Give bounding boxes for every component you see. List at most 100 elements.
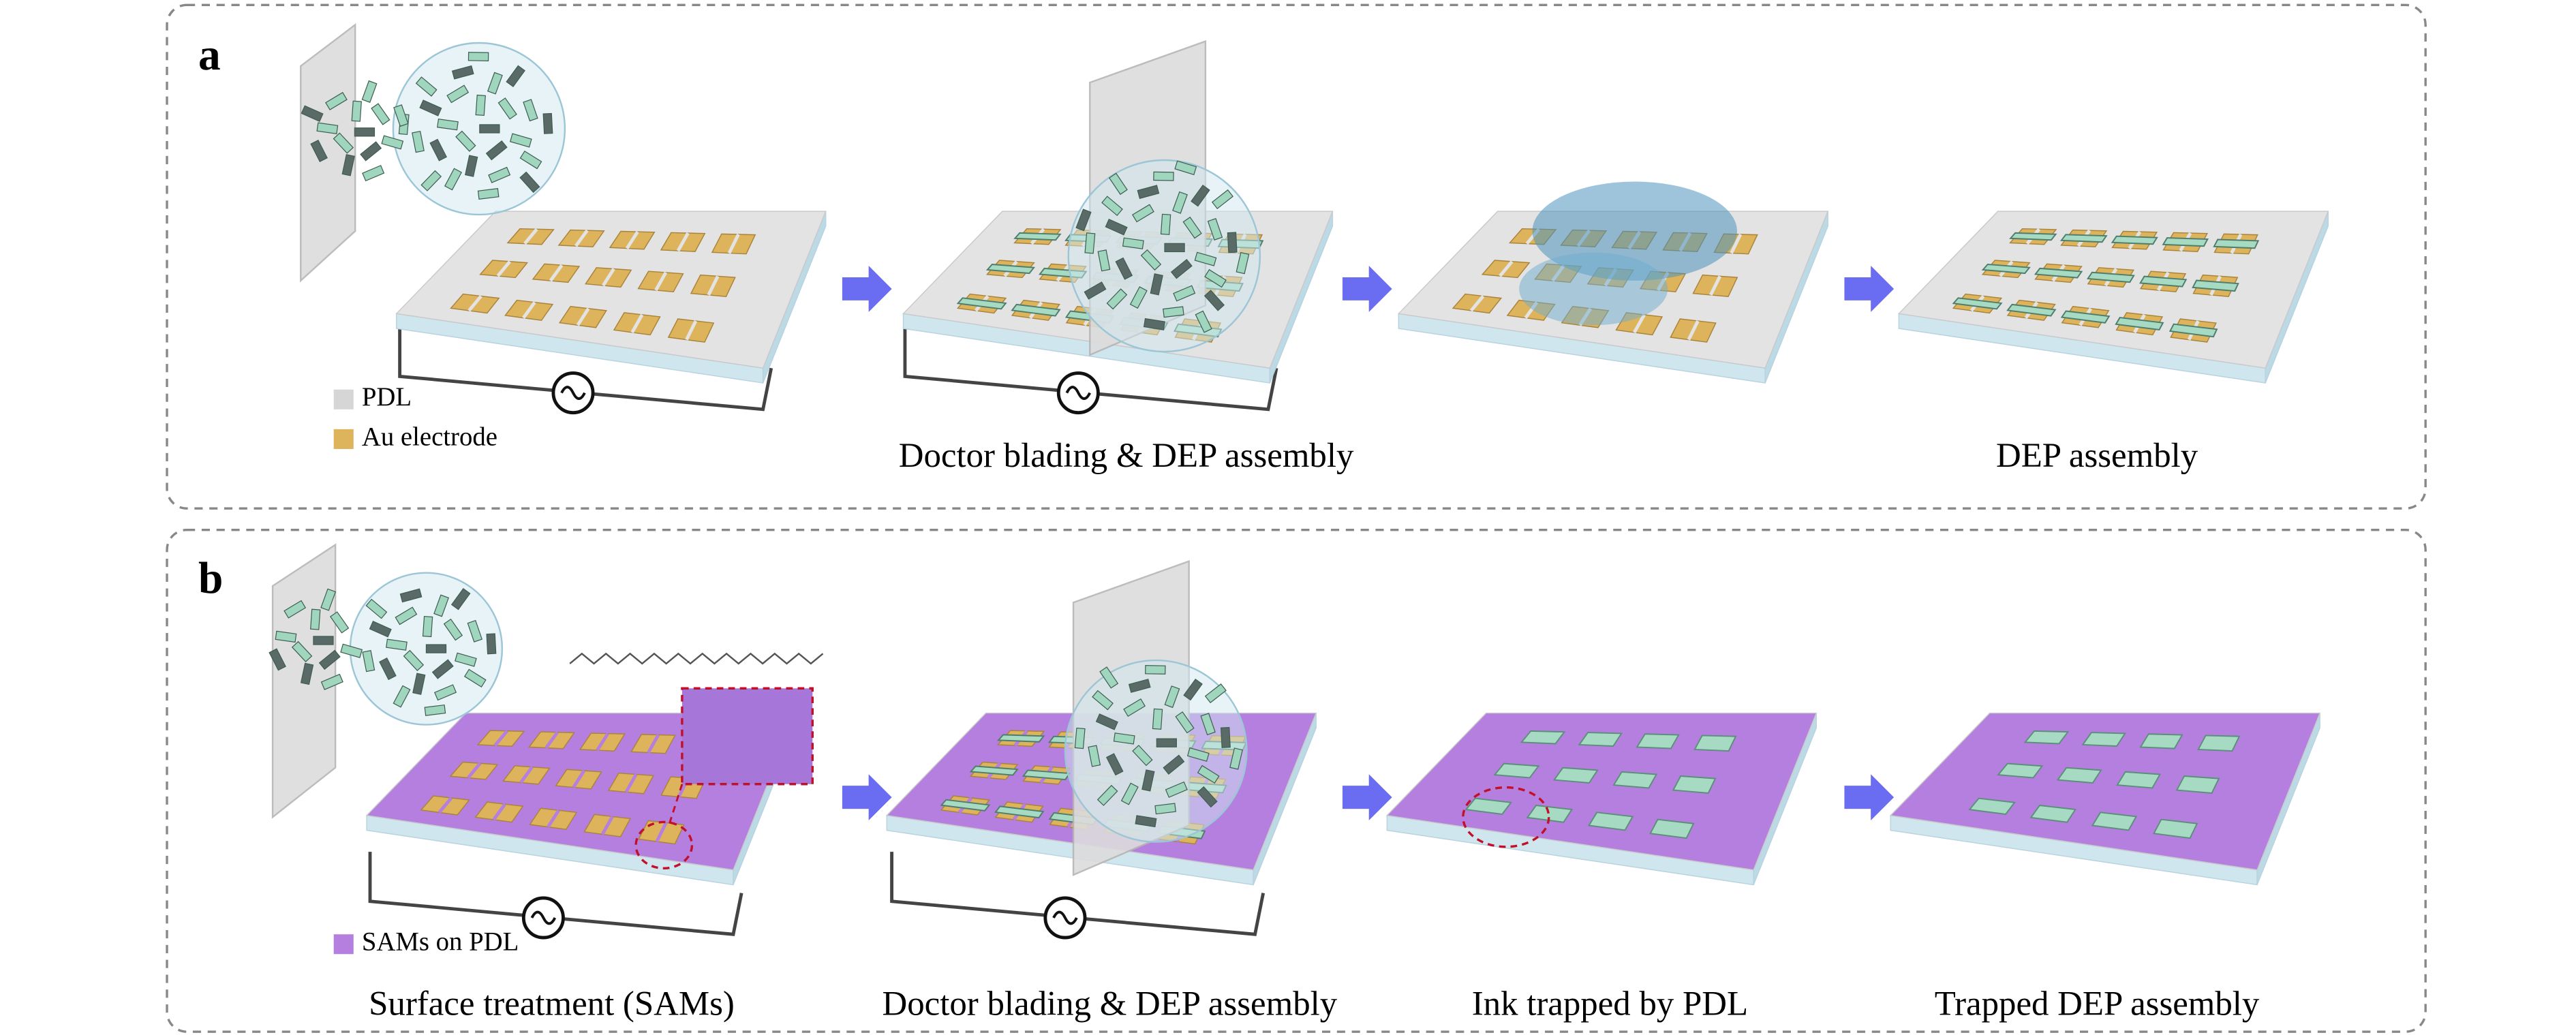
nanowire: [1084, 232, 1096, 254]
nanowire: [1174, 160, 1197, 176]
nanowire: [318, 649, 341, 670]
assembled-wire: [1493, 762, 1540, 779]
process-arrow: [1844, 266, 1895, 312]
assembled-wire: [1612, 771, 1658, 789]
nanowire: [1172, 191, 1188, 214]
ink-puddle: [1519, 252, 1668, 326]
nanowire: [1115, 257, 1133, 280]
nanowire: [519, 171, 540, 194]
zoom-inset: [681, 687, 814, 786]
nanowire: [1153, 171, 1174, 181]
nanowire: [477, 188, 500, 200]
nanowire: [386, 638, 408, 651]
electrode-gap: [655, 822, 668, 843]
nanowire: [1227, 232, 1238, 253]
nanowire: [1123, 698, 1146, 717]
nanowire: [446, 84, 470, 104]
assembled-wire: [956, 297, 1007, 310]
process-arrow: [842, 774, 892, 821]
nanowire: [1160, 213, 1171, 235]
nanowire: [393, 685, 411, 708]
electrode-gap: [727, 233, 740, 254]
assembled-wire: [1649, 818, 1695, 839]
nanowire: [433, 684, 457, 701]
electrode-gap: [467, 295, 482, 312]
nanowire: [1097, 249, 1111, 272]
ac-symbol: [1052, 910, 1078, 925]
assembled-wire: [1465, 797, 1513, 816]
assembled-wire: [2213, 238, 2260, 249]
nanowire: [1186, 747, 1210, 762]
electrode-gap: [547, 809, 560, 829]
nanowire: [1084, 281, 1107, 300]
nanowire: [1220, 726, 1231, 748]
nanowire: [437, 119, 459, 131]
assembled-wire: [1981, 264, 2031, 275]
nanowire: [433, 594, 450, 617]
nanowire: [1150, 273, 1163, 296]
plate-top: [1385, 712, 1818, 871]
plate: [1897, 211, 2329, 384]
assembled-wire: [969, 765, 1019, 776]
nanowire: [379, 658, 397, 681]
nanowire: [313, 636, 334, 645]
nanowire: [395, 606, 418, 625]
nanowire: [1207, 217, 1223, 241]
assembled-wire: [1693, 735, 1737, 752]
nanowire: [361, 80, 378, 103]
nanowire: [1197, 786, 1218, 808]
highlight: [634, 820, 694, 870]
electrode-gap: [522, 301, 536, 319]
step-caption: Doctor blading & DEP assembly: [883, 985, 1338, 1023]
assembled-wire: [2059, 234, 2108, 243]
assembled-wire: [1526, 804, 1574, 823]
nanowire: [1194, 251, 1217, 266]
nanowire: [424, 704, 446, 716]
nanowire: [467, 619, 483, 643]
nanowire: [275, 630, 297, 643]
assembled-wire: [2091, 812, 2138, 831]
nanowire: [1095, 713, 1118, 730]
nanowire: [425, 644, 447, 653]
assembled-wire: [2009, 232, 2057, 241]
panel-label: a: [198, 31, 221, 80]
plate: [1385, 712, 1818, 886]
nanowire: [479, 124, 500, 134]
legend-label: PDL: [362, 382, 412, 412]
nanowire: [325, 91, 348, 110]
nanowire: [1120, 782, 1139, 805]
nanowire: [542, 112, 553, 134]
assembled-wire: [997, 734, 1045, 743]
electrode-gap: [549, 264, 564, 282]
assembled-wire: [985, 264, 1035, 275]
nanowire: [329, 611, 350, 634]
panel-label: b: [198, 554, 223, 603]
assembled-wire: [994, 805, 1045, 819]
process-arrow: [842, 266, 892, 312]
nanowire: [1154, 803, 1176, 815]
nanowire: [1092, 690, 1114, 711]
nanowire: [1236, 251, 1250, 275]
assembled-wire: [2168, 323, 2218, 338]
assembled-wire: [1968, 797, 2016, 816]
electrode-gap: [647, 734, 660, 754]
nanowire: [399, 588, 423, 603]
plate-top: [395, 211, 827, 369]
nanowire: [443, 618, 463, 641]
nanowire: [419, 99, 442, 117]
process-arrow: [1342, 774, 1392, 821]
nanowire: [475, 94, 486, 117]
zoom-line: [668, 784, 684, 826]
assembled-wire: [1672, 775, 1717, 794]
nanowire: [1200, 713, 1216, 736]
nanowire: [360, 141, 382, 161]
nanowire: [1152, 708, 1163, 730]
nanowire: [451, 65, 474, 80]
nanowire: [1211, 189, 1233, 210]
nanowire: [463, 668, 487, 688]
assembled-wire: [1520, 730, 1566, 745]
blade: [300, 22, 356, 283]
nanowire: [1132, 745, 1153, 767]
nanowire: [415, 76, 438, 97]
assembled-wire: [1587, 812, 1634, 831]
